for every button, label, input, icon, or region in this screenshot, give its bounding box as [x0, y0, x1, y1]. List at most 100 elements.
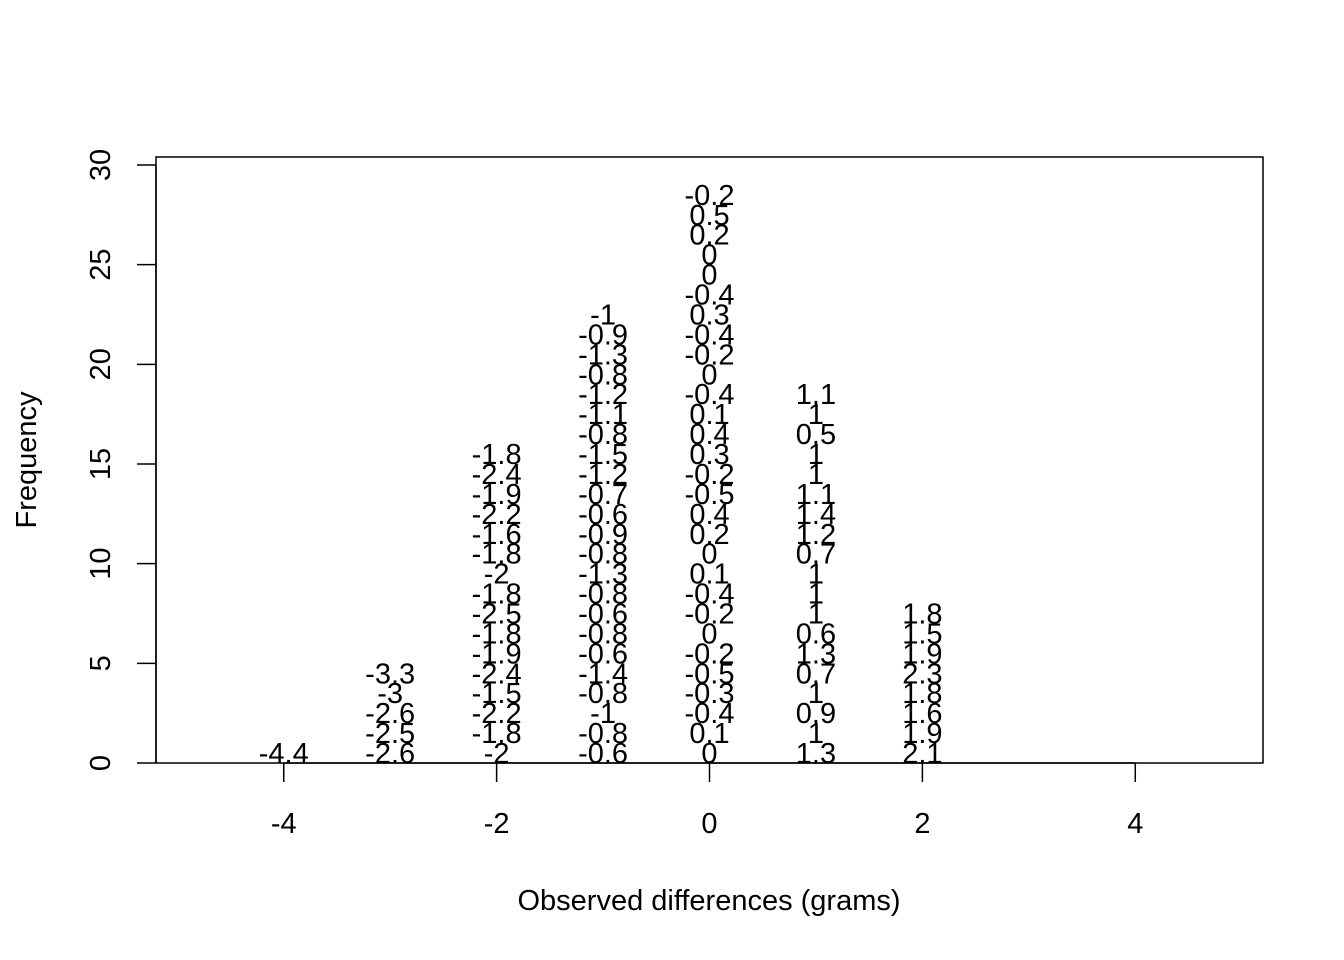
- value-label: -2.6: [365, 738, 415, 770]
- y-tick-label: 25: [85, 249, 117, 281]
- value-label: -1.2: [578, 379, 628, 411]
- value-label: -0.6: [578, 598, 628, 630]
- value-label: 0: [701, 618, 717, 650]
- value-label: -2.2: [472, 499, 522, 531]
- value-label: -0.5: [685, 479, 735, 511]
- value-label: -0.4: [685, 319, 735, 351]
- value-label: -1.8: [472, 539, 522, 571]
- value-label: -2: [484, 738, 510, 770]
- value-label: 2.3: [902, 658, 942, 690]
- value-label: -0.4: [685, 379, 735, 411]
- x-axis-label: Observed differences (grams): [517, 885, 900, 917]
- value-label: -1.2: [578, 459, 628, 491]
- value-label: -2.4: [472, 459, 522, 491]
- value-label: 0.9: [796, 698, 836, 730]
- value-label: -0.5: [685, 658, 735, 690]
- value-label: -0.4: [685, 280, 735, 312]
- value-label: -1.5: [472, 678, 522, 710]
- value-label: 0.5: [796, 419, 836, 451]
- value-label: 0.4: [689, 419, 729, 451]
- value-label: -3.3: [365, 658, 415, 690]
- x-axis: -4 -2 0 2 4: [271, 762, 1143, 840]
- value-label: -0.9: [578, 519, 628, 551]
- y-axis: 0 5 10 15 20 25 30: [85, 149, 157, 771]
- value-label: 0: [701, 260, 717, 292]
- value-label: -1.3: [578, 559, 628, 591]
- y-tick-label: 10: [85, 548, 117, 580]
- value-label: -1.3: [578, 339, 628, 371]
- value-label: -1.8: [472, 439, 522, 471]
- value-label: -0.8: [578, 678, 628, 710]
- value-label: 0.1: [689, 718, 729, 750]
- value-label: -1.6: [472, 519, 522, 551]
- y-tick-label: 20: [85, 348, 117, 380]
- value-label: -1.8: [472, 618, 522, 650]
- value-label: 1.8: [902, 598, 942, 630]
- value-label: 1: [808, 399, 824, 431]
- value-label: 0: [701, 539, 717, 571]
- x-tick-label: 2: [914, 808, 930, 840]
- value-label: 0.2: [689, 220, 729, 252]
- value-label: -4.4: [259, 738, 309, 770]
- value-label: 1.9: [902, 638, 942, 670]
- value-label-stacks: -4.4 -2.6-2.5-2.6-3-3.3-2-1.8-2.2-1.5-2.4…: [259, 180, 943, 770]
- value-label: 1.5: [902, 618, 942, 650]
- value-label: 0.3: [689, 299, 729, 331]
- value-label: 0.5: [689, 200, 729, 232]
- value-label: 1: [808, 459, 824, 491]
- value-label: -2.5: [365, 718, 415, 750]
- value-label: -0.6: [578, 638, 628, 670]
- value-label: -1.8: [472, 718, 522, 750]
- value-label: 0.3: [689, 439, 729, 471]
- value-label: 1.1: [796, 379, 836, 411]
- y-tick-label: 30: [85, 149, 117, 181]
- value-label: 1: [808, 579, 824, 611]
- value-label: 0.2: [689, 519, 729, 551]
- value-label: -0.6: [578, 738, 628, 770]
- value-label: -0.2: [685, 598, 735, 630]
- y-tick-label: 0: [85, 755, 117, 771]
- value-label: -0.6: [578, 499, 628, 531]
- value-label: -2: [484, 559, 510, 591]
- value-label: 1: [808, 678, 824, 710]
- value-label: 1.9: [902, 718, 942, 750]
- y-axis-label: Frequency: [11, 391, 43, 529]
- value-label: -1.8: [472, 579, 522, 611]
- value-label: -0.8: [578, 359, 628, 391]
- value-label: 1: [808, 439, 824, 471]
- value-label: -0.4: [685, 698, 735, 730]
- x-tick-label: -2: [484, 808, 510, 840]
- x-tick-label: -4: [271, 808, 297, 840]
- value-label: 1: [808, 598, 824, 630]
- value-label: 0.7: [796, 658, 836, 690]
- value-label: -1.5: [578, 439, 628, 471]
- value-label: -0.3: [685, 678, 735, 710]
- value-label: -0.8: [578, 579, 628, 611]
- value-label: -1.9: [472, 638, 522, 670]
- value-label: -0.8: [578, 718, 628, 750]
- value-label: -2.4: [472, 658, 522, 690]
- value-label: 1.8: [902, 678, 942, 710]
- value-label: 1: [808, 718, 824, 750]
- value-label: -0.8: [578, 618, 628, 650]
- value-label: -0.8: [578, 419, 628, 451]
- value-label: -0.9: [578, 319, 628, 351]
- value-label: -0.4: [685, 579, 735, 611]
- value-label: -1.4: [578, 658, 628, 690]
- value-label: 1.3: [796, 738, 836, 770]
- value-label: 0.1: [689, 559, 729, 591]
- value-label: 0: [701, 738, 717, 770]
- value-label: -2.2: [472, 698, 522, 730]
- x-tick-label: 4: [1127, 808, 1143, 840]
- value-label: 1: [808, 559, 824, 591]
- value-label: 0.4: [689, 499, 729, 531]
- y-tick-label: 5: [85, 655, 117, 671]
- y-tick-label: 15: [85, 448, 117, 480]
- value-label: 1.1: [796, 479, 836, 511]
- value-label: -0.2: [685, 459, 735, 491]
- value-label: -2.5: [472, 598, 522, 630]
- value-label: -0.2: [685, 180, 735, 212]
- value-label: -0.2: [685, 339, 735, 371]
- value-label: -3: [377, 678, 403, 710]
